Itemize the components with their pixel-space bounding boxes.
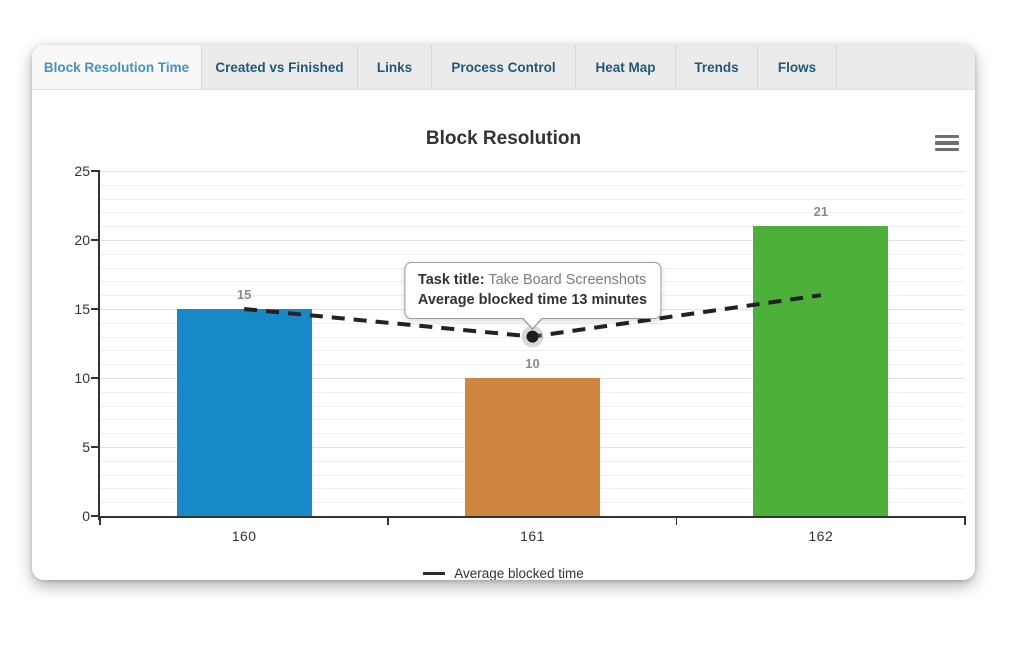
x-axis-label: 160 [231,528,257,544]
gridline [100,364,965,366]
gridline [100,198,965,200]
y-axis-label: 0 [82,508,90,524]
bar-value-label: 15 [236,287,252,302]
y-axis-label: 15 [74,301,90,317]
hamburger-menu-icon[interactable] [935,132,961,154]
x-axis-tick [387,516,389,525]
tab-trends[interactable]: Trends [676,45,758,89]
tooltip-task-label: Task title: [417,271,485,288]
dashboard-card: Block Resolution Time Created vs Finishe… [32,45,975,580]
tab-flows[interactable]: Flows [758,45,837,89]
tab-block-resolution-time[interactable]: Block Resolution Time [32,45,202,89]
bar-162[interactable] [753,226,889,516]
gridline [100,253,965,255]
gridline [100,240,965,241]
x-axis-tick [99,516,101,525]
tab-process-control[interactable]: Process Control [432,45,576,89]
tooltip-task-value: Take Board Screenshots [488,271,647,288]
y-axis-label: 20 [74,232,90,248]
x-axis-label: 161 [520,528,545,544]
x-axis-tick [675,516,678,525]
x-axis-tick [964,516,966,525]
bar-160[interactable] [176,309,312,516]
y-axis-tick [91,170,100,172]
average-blocked-time-line[interactable] [100,171,965,516]
tooltip-line-1: Task title: Take Board Screenshots [418,270,647,290]
y-axis-tick [91,446,100,448]
gridline [100,171,965,172]
gridline [100,350,965,352]
legend-item-average-blocked-time[interactable]: Average blocked time [454,566,584,580]
y-axis-label: 25 [74,163,90,179]
tab-created-vs-finished[interactable]: Created vs Finished [202,45,358,89]
y-axis-line [98,171,100,520]
x-axis-label: 162 [808,528,834,544]
tab-bar-filler [837,45,975,89]
y-axis-label: 5 [82,439,90,455]
gridline [100,184,965,186]
tooltip-line-2: Average blocked time 13 minutes [417,291,648,308]
x-axis-line [98,516,966,518]
y-axis-tick [91,377,100,379]
bar-value-label: 10 [525,356,540,371]
chart-title: Block Resolution [425,128,582,149]
legend-line-swatch [423,571,446,576]
tab-bar: Block Resolution Time Created vs Finishe… [32,45,975,90]
gridline [100,226,965,228]
y-axis-tick [91,308,100,310]
chart-area: Block Resolution Task title: Take Board … [32,90,975,580]
tab-heat-map[interactable]: Heat Map [576,45,676,89]
y-axis-tick [91,239,100,241]
chart-tooltip: Task title: Take Board Screenshots Avera… [403,261,662,331]
legend: Average blocked time [32,566,975,580]
y-axis-label: 10 [74,370,90,386]
bar-161[interactable] [465,378,600,516]
y-axis-tick [91,515,100,517]
tab-links[interactable]: Links [358,45,432,89]
gridline [100,212,965,214]
bar-value-label: 21 [813,204,829,220]
hover-point-marker[interactable] [526,330,539,343]
